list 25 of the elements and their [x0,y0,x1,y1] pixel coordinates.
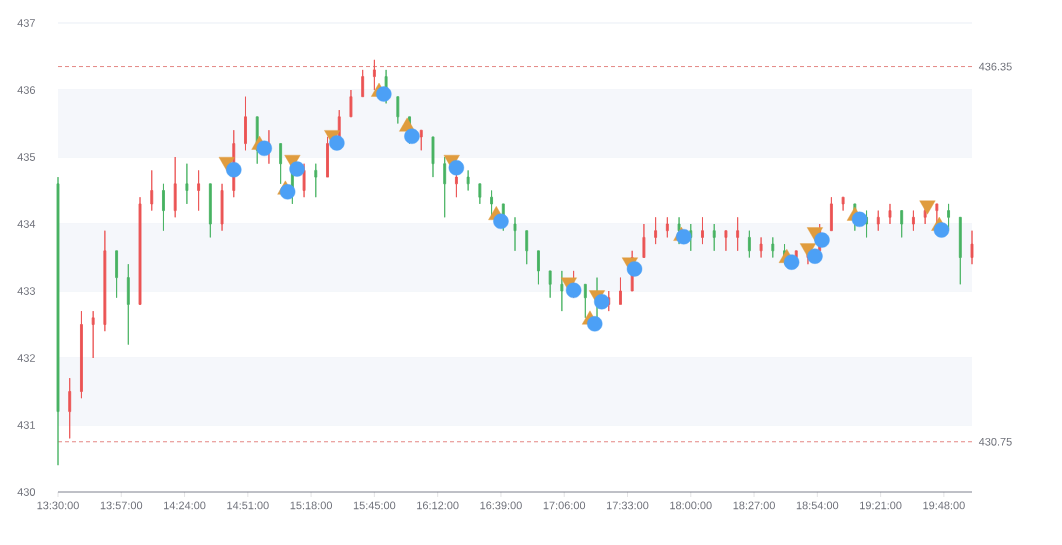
y-tick-label: 432 [17,354,35,362]
x-tick-label: 18:27:00 [733,501,775,510]
y-tick-label: 431 [17,421,35,429]
x-tick-label: 13:57:00 [100,501,143,510]
y-tick-label: 433 [17,287,35,295]
y-tick-label: 430 [17,488,36,496]
x-tick-label: 16:39:00 [480,501,522,510]
x-tick-label: 17:33:00 [607,501,649,510]
y-tick-label: 435 [17,153,36,161]
y-tick-label: 437 [17,19,35,27]
x-tick-label: 15:45:00 [353,501,396,510]
ref-line-label: 436.35 [978,62,1012,71]
x-tick-label: 15:18:00 [290,501,332,510]
x-tick-label: 17:06:00 [543,501,586,510]
x-tick-label: 19:48:00 [923,501,965,510]
ref-line-label: 430.75 [978,437,1012,446]
y-tick-label: 436 [17,86,35,94]
x-tick-label: 14:24:00 [164,501,206,510]
x-tick-label: 18:54:00 [796,501,839,510]
x-tick-label: 18:00:00 [670,501,712,510]
y-tick-label: 434 [17,220,36,228]
x-tick-label: 16:12:00 [417,501,459,510]
x-tick-label: 14:51:00 [227,501,269,510]
x-tick-label: 13:30:00 [37,501,79,510]
x-tick-label: 19:21:00 [860,501,902,510]
